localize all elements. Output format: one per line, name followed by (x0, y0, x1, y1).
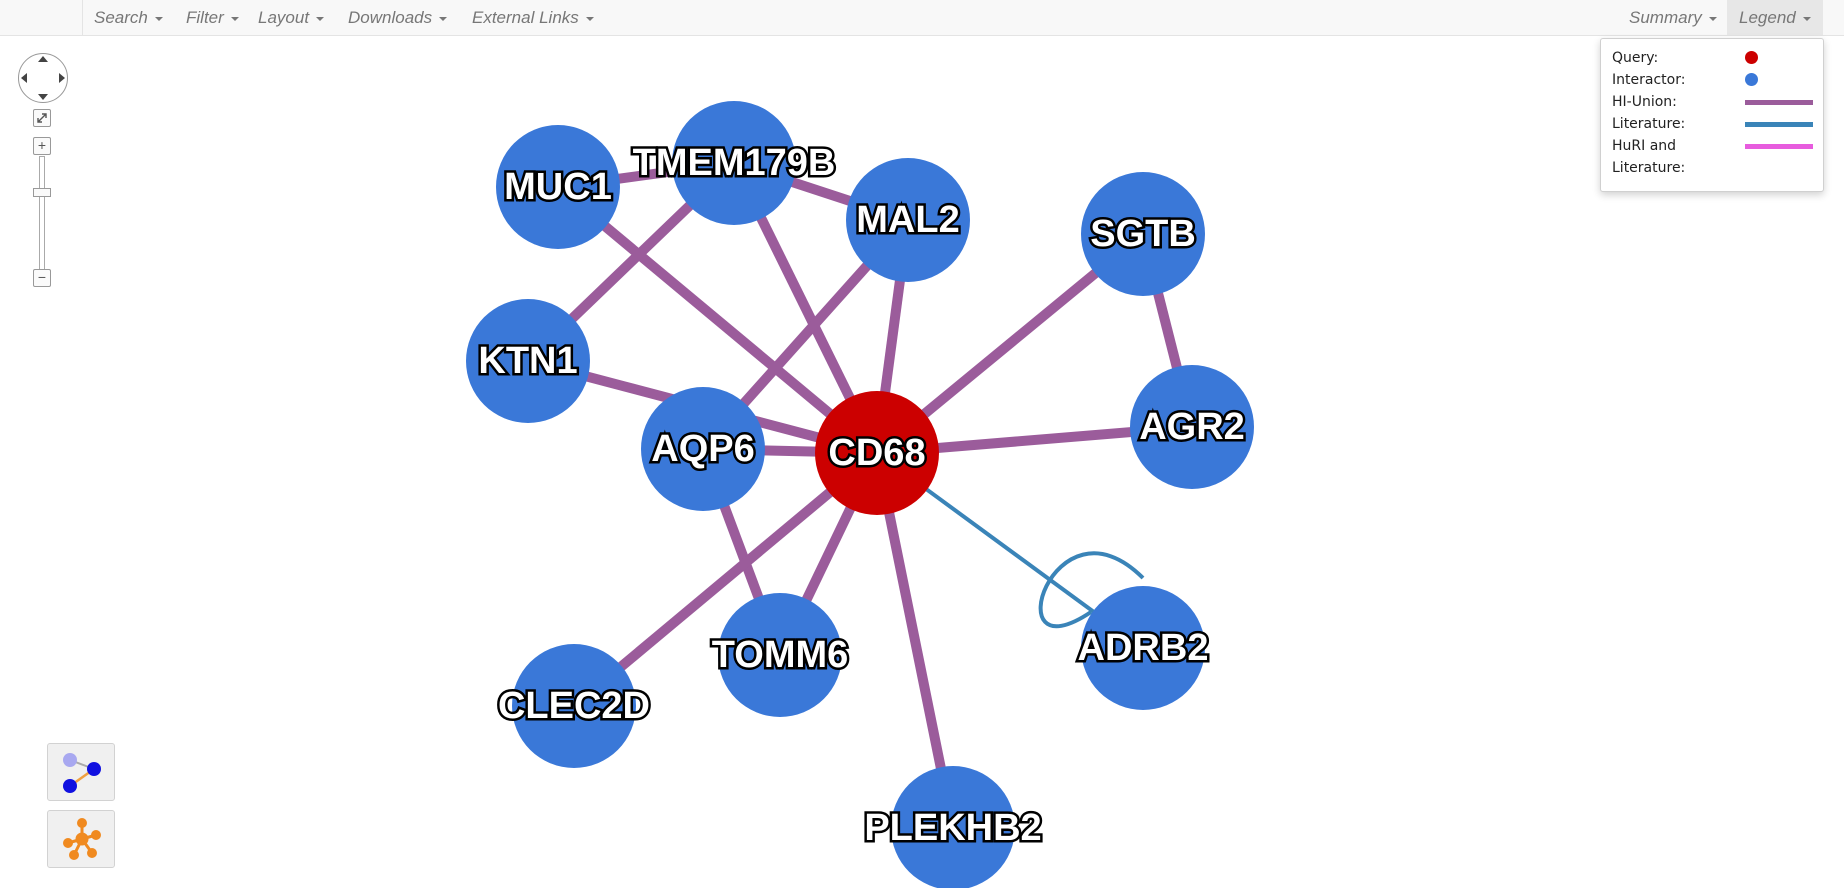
node-label: CLEC2D (498, 685, 650, 727)
legend-row-hi-union: HI-Union: (1612, 93, 1817, 115)
node-circle[interactable] (846, 158, 970, 282)
legend-hi-union-label: HI-Union: (1612, 94, 1677, 110)
edge-draw-icon (63, 753, 101, 793)
fit-screen-icon (37, 113, 47, 123)
caret-down-icon (1708, 16, 1717, 21)
edge-plekhb2-cd68[interactable] (872, 452, 958, 829)
legend-row-interactor: Interactor: (1612, 71, 1817, 93)
node-label: AGR2 (1139, 406, 1245, 448)
legend-query-label: Query: (1612, 50, 1659, 66)
legend-menu[interactable]: Legend (1727, 0, 1823, 35)
caret-down-icon (1802, 16, 1811, 21)
node-aqp6[interactable]: AQP6 (641, 387, 765, 511)
navbar-brand-area (0, 0, 83, 35)
legend-row-query: Query: (1612, 49, 1817, 71)
query-dot-icon (1745, 51, 1758, 64)
node-circle[interactable] (641, 387, 765, 511)
node-circle[interactable] (1081, 586, 1205, 710)
caret-down-icon (154, 16, 163, 21)
filter-menu-label: Filter (186, 8, 224, 27)
layout-menu-label: Layout (258, 8, 310, 27)
hi-union-line-icon (1745, 100, 1813, 105)
node-label: PLEKHB2 (864, 807, 1041, 849)
node-sgtb[interactable]: SGTB (1081, 172, 1205, 296)
self-loop-edge-adrb2[interactable] (1038, 551, 1145, 629)
node-circle[interactable] (815, 391, 939, 515)
caret-down-icon (316, 16, 325, 21)
node-label: TOMM6 (712, 634, 849, 676)
network-layout-icon (63, 818, 101, 860)
node-label: KTN1 (478, 340, 577, 382)
summary-menu[interactable]: Summary (1629, 0, 1717, 35)
interactor-dot-icon (1745, 73, 1758, 86)
pan-control[interactable] (18, 53, 68, 103)
node-label: ADRB2 (1078, 627, 1209, 669)
summary-menu-label: Summary (1629, 8, 1702, 27)
legend-menu-label: Legend (1739, 8, 1796, 27)
legend-panel: Query: Interactor: HI-Union: Literature:… (1600, 38, 1824, 192)
node-cd68[interactable]: CD68 (815, 391, 939, 515)
node-muc1[interactable]: MUC1 (496, 125, 620, 249)
node-circle[interactable] (466, 299, 590, 423)
node-label: MUC1 (504, 166, 612, 208)
caret-down-icon (439, 16, 448, 21)
node-label: CD68 (828, 432, 925, 474)
zoom-in-label: + (37, 137, 47, 153)
search-menu-label: Search (94, 8, 148, 27)
top-navbar: Search Filter Layout Downloads External … (0, 0, 1844, 36)
node-layer: CD68 MUC1 TMEM179B MAL2 SGTB KTN1 AGR2 AQP6 ADRB… (466, 101, 1254, 888)
legend-row-huri-literature: HuRI and Literature: (1612, 137, 1817, 181)
edge-draw-button[interactable] (47, 743, 115, 801)
node-circle[interactable] (891, 766, 1015, 888)
node-label: MAL2 (856, 199, 959, 241)
layout-menu[interactable]: Layout (258, 0, 325, 35)
node-circle[interactable] (1081, 172, 1205, 296)
network-graph[interactable]: CD68 MUC1 TMEM179B MAL2 SGTB KTN1 AGR2 AQP6 ADRB… (0, 36, 1844, 888)
legend-interactor-label: Interactor: (1612, 72, 1686, 88)
node-label: TMEM179B (633, 142, 836, 184)
caret-down-icon (585, 16, 594, 21)
node-circle[interactable] (512, 644, 636, 768)
fit-view-button[interactable] (33, 109, 51, 127)
node-agr2[interactable]: AGR2 (1130, 365, 1254, 489)
legend-huri-label-line2: Literature: (1612, 160, 1686, 176)
node-tmem179b[interactable]: TMEM179B (630, 101, 838, 225)
pan-down-icon[interactable] (38, 94, 48, 100)
node-plekhb2[interactable]: PLEKHB2 (862, 766, 1044, 888)
zoom-slider-track[interactable] (39, 156, 45, 274)
downloads-menu[interactable]: Downloads (348, 0, 448, 35)
pan-left-icon[interactable] (21, 73, 27, 83)
zoom-out-label: − (37, 269, 47, 285)
edge-clec2d-cd68[interactable] (570, 449, 881, 710)
pan-right-icon[interactable] (59, 73, 65, 83)
filter-menu[interactable]: Filter (186, 0, 239, 35)
node-circle[interactable] (496, 125, 620, 249)
external-links-menu-label: External Links (472, 8, 579, 27)
edge-muc1-cd68[interactable] (554, 183, 881, 457)
node-clec2d[interactable]: CLEC2D (495, 644, 653, 768)
node-adrb2[interactable]: ADRB2 (1075, 586, 1211, 710)
node-mal2[interactable]: MAL2 (846, 158, 970, 282)
literature-line-icon (1745, 122, 1813, 127)
zoom-in-button[interactable]: + (33, 137, 51, 155)
network-layout-button[interactable] (47, 810, 115, 868)
legend-huri-label-line1: HuRI and (1612, 138, 1677, 154)
node-circle[interactable] (718, 593, 842, 717)
downloads-menu-label: Downloads (348, 8, 433, 27)
zoom-out-button[interactable]: − (33, 269, 51, 287)
legend-literature-label: Literature: (1612, 116, 1686, 132)
node-ktn1[interactable]: KTN1 (466, 299, 590, 423)
node-label: AQP6 (651, 428, 754, 470)
legend-row-literature: Literature: (1612, 115, 1817, 137)
huri-literature-line-icon (1745, 144, 1813, 149)
external-links-menu[interactable]: External Links (472, 0, 594, 35)
zoom-slider-handle[interactable] (33, 188, 51, 197)
node-tomm6[interactable]: TOMM6 (709, 593, 851, 717)
node-circle[interactable] (672, 101, 796, 225)
node-label: SGTB (1090, 213, 1196, 255)
caret-down-icon (230, 16, 239, 21)
node-circle[interactable] (1130, 365, 1254, 489)
search-menu[interactable]: Search (94, 0, 163, 35)
pan-up-icon[interactable] (38, 56, 48, 62)
